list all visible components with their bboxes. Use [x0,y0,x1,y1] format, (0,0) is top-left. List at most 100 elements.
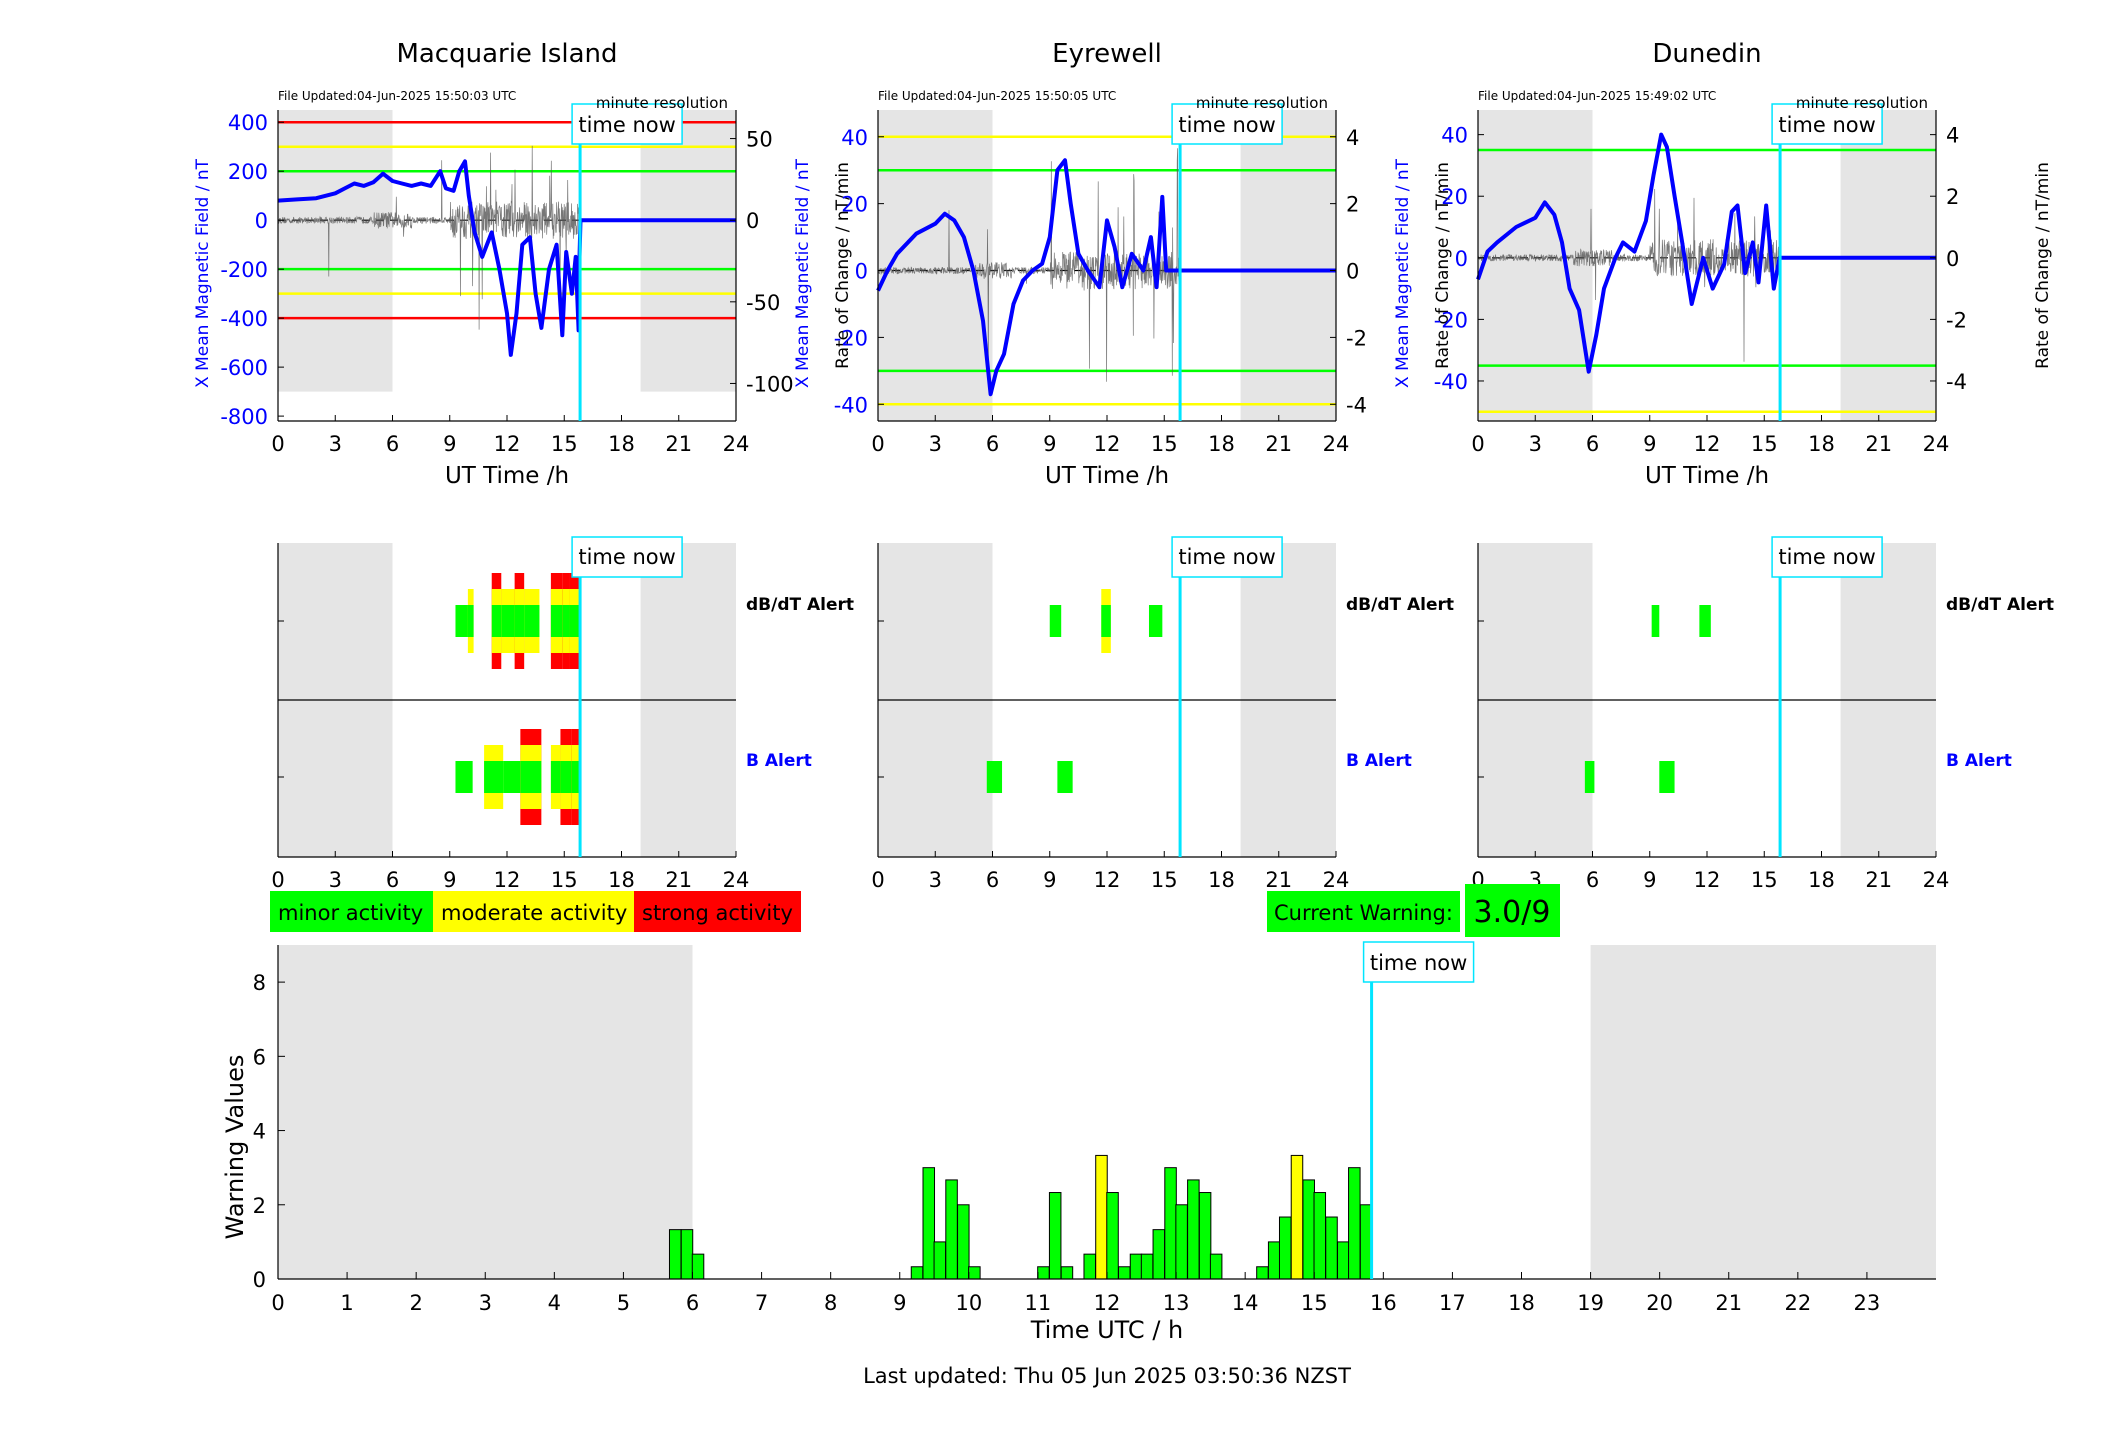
warning-bar [1267,1241,1281,1280]
x-tick-label: 22 [1784,1291,1811,1315]
y2-tick-label: 4 [1346,126,1359,150]
warning-bar [922,1167,936,1280]
x-tick-label: 18 [608,432,635,456]
warning-bar [1037,1266,1050,1280]
x-tick-label: 21 [665,868,692,892]
dbdt-alert-label: dB/dT Alert [1346,595,1454,615]
time-now-label: time now [1370,951,1467,975]
time-now-box: time now [571,103,683,145]
y-tick-label: 40 [841,126,868,150]
x-tick-label: 9 [1043,432,1056,456]
x-tick-label: 18 [1808,868,1835,892]
time-now-label: time now [1778,545,1875,569]
dbdt-alert-label: dB/dT Alert [746,595,854,615]
x-tick-label: 6 [386,432,399,456]
warning-bar [1278,1216,1292,1280]
x-tick-label: 9 [1643,868,1656,892]
warning-bar [1290,1154,1304,1280]
alert-bar-minor [520,761,542,793]
x-tick-label: 24 [1923,432,1950,456]
x-axis-title: UT Time /h [445,463,569,489]
warning-bar [1313,1192,1327,1280]
x-tick-label: 6 [986,432,999,456]
time-now-label: time now [1778,113,1875,137]
warning-bar [1106,1192,1119,1280]
legend-swatch [433,891,634,932]
x-tick-label: 0 [271,432,284,456]
x-tick-label: 21 [1715,1291,1742,1315]
time-now-box: time now [1362,941,1475,983]
alert-bar-minor [1148,605,1163,637]
file-updated-text: File Updated:04-Jun-2025 15:50:03 UTC [278,89,516,103]
y-axis-title: Warning Values [221,1055,249,1240]
x-tick-label: 15 [1751,868,1778,892]
x-tick-label: 9 [1043,868,1056,892]
night-shade [640,110,736,392]
x-tick-label: 12 [494,868,521,892]
x-tick-label: 20 [1646,1291,1673,1315]
night-shade [1240,110,1336,421]
x-tick-label: 13 [1163,1291,1190,1315]
current-warning-value: 3.0/9 [1474,895,1551,930]
warning-bar [1209,1253,1223,1280]
x-tick-label: 19 [1577,1291,1604,1315]
warning-bar [957,1204,970,1280]
alert-panel-0: 0 3 6 9 12 15 18 21 24 time now dB/dT Alert B Alert [271,536,854,892]
resolution-text: minute resolution [1196,94,1328,112]
y2-tick-label: 0 [746,209,759,233]
x-tick-label: 24 [1323,868,1350,892]
time-now-box-frame [1771,103,1883,145]
y-tick-label: -200 [220,258,268,282]
x-tick-label: 0 [271,1291,284,1315]
x-tick-label: 21 [1265,432,1292,456]
alert-bar-minor [1699,605,1711,637]
y-tick-label: 2 [253,1194,266,1218]
warning-bar [1152,1229,1166,1280]
alert-bar-minor [455,761,473,793]
x-tick-label: 1 [340,1291,353,1315]
x-tick-label: 3 [929,432,942,456]
x-tick-label: 12 [1694,868,1721,892]
time-now-box: time now [1771,103,1883,145]
alert-bar-minor [550,605,563,637]
y2-tick-label: -4 [1346,393,1367,417]
y-tick-label: 20 [841,193,868,217]
y-tick-label: -400 [220,307,268,331]
x-tick-label: 24 [723,868,750,892]
alert-bar-minor [503,761,521,793]
x-tick-label: 3 [1529,432,1542,456]
resolution-text: minute resolution [1796,94,1928,112]
legend-swatch [270,891,433,932]
alert-bar-minor [569,605,582,637]
alert-bar-minor [1101,605,1111,637]
warning-bar [1302,1179,1315,1280]
warning-bar [1175,1204,1188,1280]
x-tick-label: 8 [824,1291,837,1315]
time-now-box-frame [1362,941,1475,983]
alert-panel-1: 0 3 6 9 12 15 18 21 24 time now dB/dT Alert B Alert [871,536,1454,892]
b-alert-label: B Alert [1946,751,2012,771]
y-tick-label: -600 [220,356,268,380]
rate-of-change-trace [877,148,1180,382]
b-alert-label: B Alert [746,751,812,771]
night-shade [1590,945,1936,1279]
y-axis-title-right: Rate of Change / nT/min [1433,162,1453,369]
x-tick-label: 15 [1751,432,1778,456]
x-tick-label: 0 [271,868,284,892]
station-title: Eyrewell [1052,39,1162,69]
warning-bar [1140,1253,1154,1280]
y-tick-label: 4 [253,1120,266,1144]
y2-tick-label: -100 [746,372,794,396]
x-axis-title: UT Time /h [1045,463,1169,489]
x-tick-label: 9 [893,1291,906,1315]
y-tick-label: 200 [228,160,268,184]
y-tick-label: 8 [253,971,266,995]
station-title: Macquarie Island [396,39,617,69]
x-tick-label: 0 [1471,432,1484,456]
station-title: Dunedin [1652,39,1761,69]
x-tick-label: 18 [608,868,635,892]
y-tick-label: 0 [1455,247,1468,271]
x-tick-label: 3 [929,868,942,892]
